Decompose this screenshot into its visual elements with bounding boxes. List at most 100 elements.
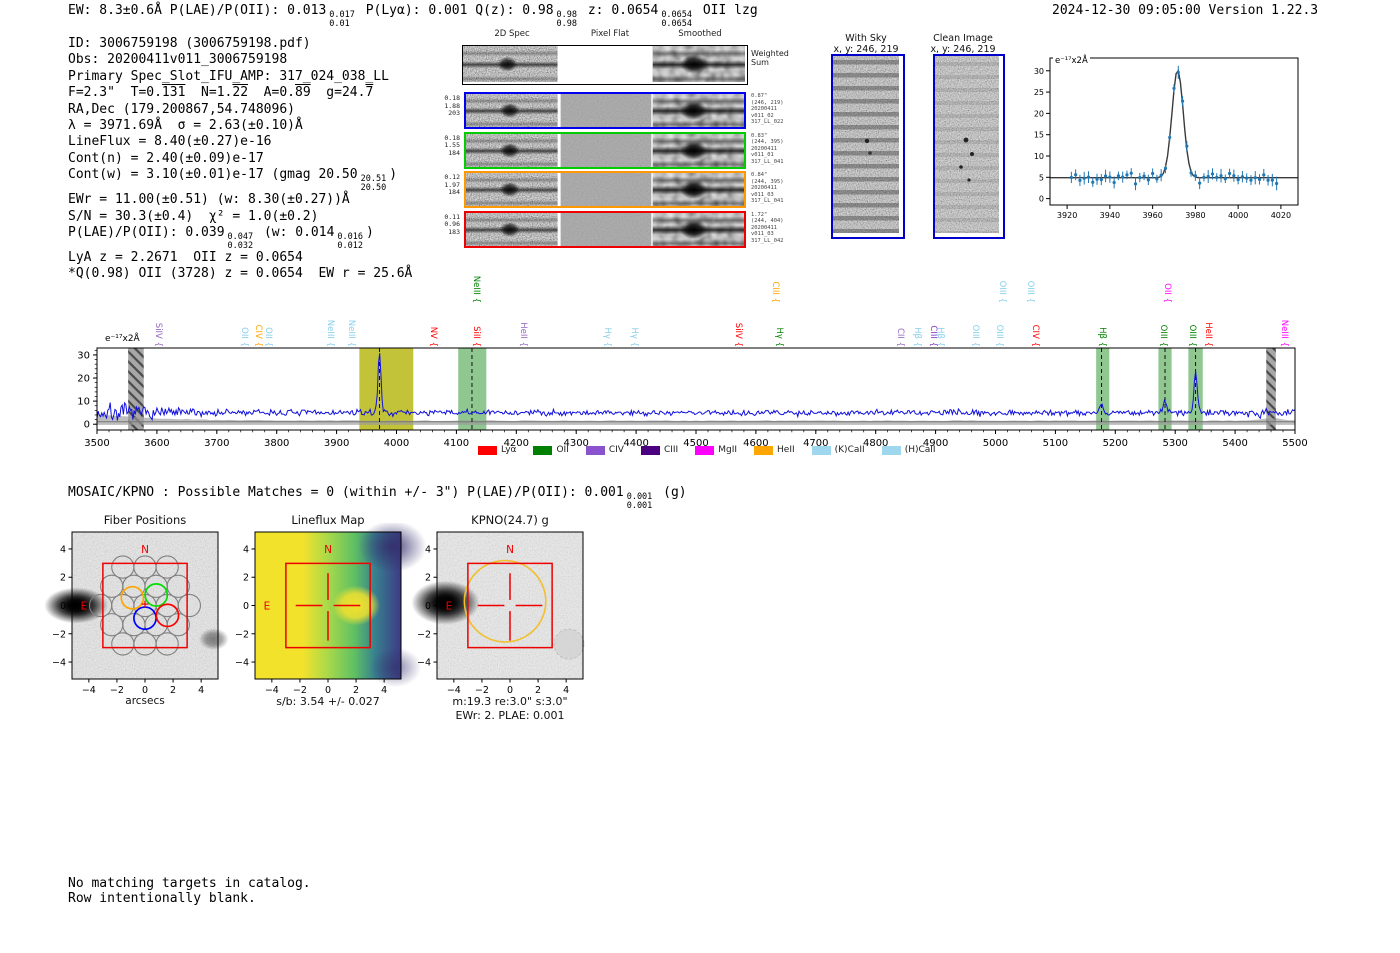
decorative: −2 — [52, 629, 66, 640]
decorative — [466, 121, 560, 127]
decorative: 0.001 0.001 — [627, 493, 653, 510]
decorative — [833, 164, 903, 169]
spec2d-row-image — [466, 212, 744, 246]
decorative — [970, 152, 974, 156]
decorative: 4 — [563, 685, 569, 695]
decorative — [133, 632, 157, 656]
decorative: Cont(n) = 2.40(±0.09)e-17 — [68, 150, 264, 166]
decorative — [1158, 348, 1172, 430]
decorative — [935, 166, 1003, 170]
decorative — [198, 628, 229, 651]
line-label-OII: OII { — [263, 327, 274, 347]
line-label-NeIII: NeIII { — [470, 275, 481, 303]
decorative: 0.11 — [444, 212, 460, 221]
line-label-OIII: OIII { — [996, 280, 1007, 303]
spec2d-col-title: Pixel Flat — [590, 29, 630, 39]
decorative — [559, 212, 653, 246]
decorative — [935, 231, 1003, 235]
decorative — [935, 192, 1003, 196]
decorative — [1138, 175, 1142, 180]
legend-item: HeII — [754, 445, 795, 455]
decorative: (246, 219) — [751, 99, 784, 106]
decorative: 20200411 — [751, 145, 777, 152]
line-fit-inset-plot: 3920 3940 3960 3980 4000 4020 0 5 10 15 20 25 30 — [1030, 48, 1315, 240]
decorative — [679, 180, 708, 199]
kpno-caption-1: m:19.3 re:3.0" s:3.0" — [452, 695, 568, 708]
line-label-Hβ: Hβ { — [1096, 327, 1107, 347]
decorative — [177, 593, 202, 618]
decorative — [679, 140, 708, 160]
decorative: 0.83" — [751, 132, 768, 139]
decorative — [557, 173, 561, 206]
legend-swatch — [585, 445, 605, 455]
decorative: 4020 — [1271, 211, 1291, 220]
spec2d-col-title: 2D Spec — [494, 29, 530, 39]
with-sky-cutout — [831, 54, 905, 239]
line-legend: Lyα OII CIV CIII MgII HeII (K)CaII (H)CaII — [478, 445, 936, 455]
decorative: −2 — [110, 685, 124, 695]
line-label-OIII: OIII { — [969, 324, 980, 347]
decorative — [935, 140, 1003, 144]
inset-plot-svg: 3920 3940 3960 3980 4000 4020 0 5 10 15 20 25 30 — [1034, 57, 1299, 220]
decorative: 203 — [448, 109, 460, 118]
decorative: 5200 — [1103, 438, 1128, 449]
decorative: 20.50 — [360, 182, 387, 193]
decorative — [120, 585, 145, 610]
decorative: 0 — [243, 601, 249, 612]
decorative: 20 — [1034, 109, 1044, 118]
legend-label: CIV — [608, 445, 624, 455]
line-label-SiIV: SiIV { — [733, 322, 744, 347]
decorative: N E −4 −2 0 2 4 −4 −2 0 2 4 — [405, 523, 615, 699]
decorative — [1121, 175, 1125, 179]
decorative — [144, 583, 169, 607]
decorative: 22 — [232, 85, 249, 101]
decorative — [864, 138, 870, 144]
decorative — [1245, 176, 1249, 180]
line-label-OIII: OIII { — [1158, 324, 1169, 347]
line-label-Hγ: Hγ { — [774, 327, 785, 347]
line-label-OIII: OIII { — [1024, 280, 1035, 303]
legend-label: OII — [556, 445, 569, 455]
decorative: F=2.3" T=0. — [68, 85, 162, 101]
legend-item: (K)CaII — [811, 445, 865, 455]
info-line: S/N = 30.3(±0.4) χ² = 1.0(±0.2) — [68, 209, 412, 225]
info-line: *Q(0.98) OII (3728) z = 0.0654 EW r = 25… — [68, 266, 412, 282]
decorative: −4 — [52, 658, 66, 669]
footer-line: Row intentionally blank. — [68, 891, 256, 906]
decorative — [557, 212, 561, 246]
decorative: 184 — [448, 148, 460, 157]
line-label-Hγ: Hγ { — [601, 327, 612, 347]
clean-image — [935, 56, 1003, 237]
decorative: 0 — [60, 601, 66, 612]
decorative — [935, 114, 1003, 118]
decorative: 4600 — [743, 438, 768, 449]
decorative — [1270, 178, 1274, 182]
decorative — [967, 178, 971, 182]
decorative — [1198, 181, 1202, 185]
decorative — [499, 221, 520, 237]
clean-image-coords: x, y: 246, 219 — [930, 44, 996, 55]
decorative: v011_02 — [751, 112, 774, 119]
decorative: 183 — [448, 227, 460, 236]
decorative: 3700 — [204, 438, 229, 449]
decorative: 5000 — [983, 438, 1008, 449]
decorative: −4 — [265, 685, 279, 695]
spectrum-svg: 3500 3600 3700 3800 3900 4000 4100 4200 4300 4400… — [77, 347, 1308, 449]
decorative — [60, 595, 93, 616]
decorative — [359, 348, 414, 430]
decorative — [833, 56, 903, 237]
decorative: 10 — [1034, 152, 1044, 161]
decorative — [466, 94, 744, 127]
decorative: E — [446, 601, 453, 613]
decorative — [833, 112, 903, 117]
decorative: g=24. — [310, 85, 366, 101]
decorative: (g) — [655, 485, 687, 500]
decorative — [868, 151, 872, 155]
decorative: (w: 0.014 — [256, 225, 335, 241]
legend-swatch — [640, 445, 660, 455]
decorative — [1206, 174, 1210, 179]
decorative — [652, 75, 746, 84]
decorative: 4 — [198, 685, 204, 695]
decorative: 25 — [1034, 88, 1044, 97]
decorative — [466, 200, 560, 206]
